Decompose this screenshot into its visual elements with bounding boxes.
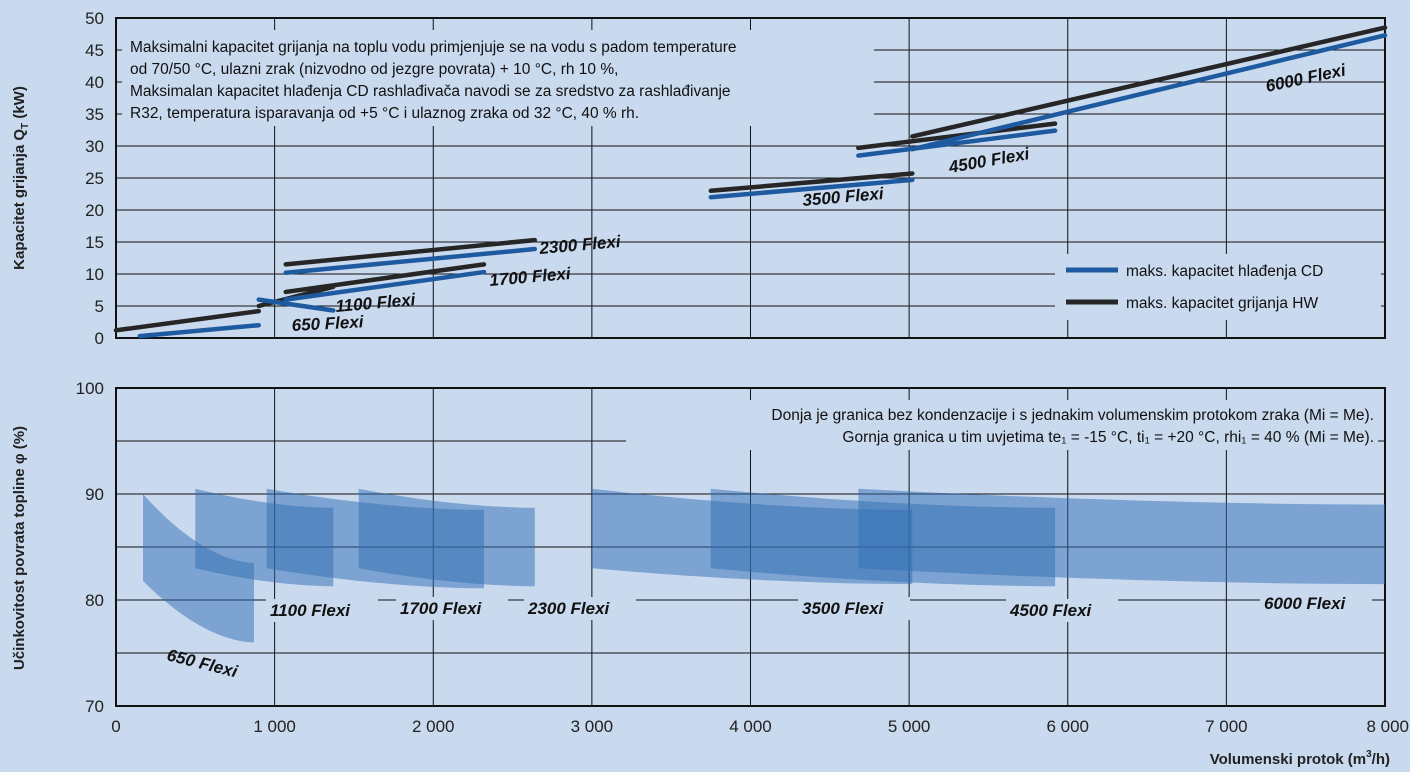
efficiency-model-label-1100-flexi: 1100 Flexi — [270, 601, 351, 620]
capacity-note-box — [122, 30, 874, 126]
capacity-y-tick-label: 15 — [85, 233, 104, 252]
legend-label: maks. kapacitet grijanja HW — [1126, 295, 1318, 312]
hw-line-650-flexi — [113, 308, 262, 333]
efficiency-y-tick-label: 70 — [85, 697, 104, 716]
capacity-note-line: Maksimalni kapacitet grijanja na toplu v… — [130, 39, 737, 56]
legend-box — [1055, 254, 1381, 320]
capacity-y-axis-subscript: T — [20, 123, 31, 129]
hw-line-2300-flexi — [283, 237, 538, 267]
efficiency-x-tick-label: 5 000 — [888, 717, 931, 736]
efficiency-label-backdrop — [798, 597, 910, 620]
hw-line-1700-flexi — [283, 262, 487, 295]
capacity-y-tick-label: 0 — [95, 329, 104, 348]
efficiency-model-label-6000-flexi: 6000 Flexi — [1264, 594, 1347, 613]
efficiency-x-tick-label: 6 000 — [1046, 717, 1089, 736]
capacity-note-line: od 70/50 °C, ulazni zrak (nizvodno od je… — [130, 61, 618, 78]
capacity-y-tick-label: 35 — [85, 105, 104, 124]
cd-line-1100-flexi — [256, 297, 336, 313]
efficiency-note-line: Donja je granica bez kondenzacije i s je… — [771, 407, 1374, 424]
efficiency-x-tick-label: 0 — [111, 717, 120, 736]
hw-line-3500-flexi — [708, 171, 915, 194]
cd-line-6000-flexi — [910, 33, 1388, 152]
efficiency-model-label-1700-flexi: 1700 Flexi — [400, 599, 483, 618]
capacity-y-tick-label: 40 — [85, 73, 104, 92]
efficiency-y-tick-label: 90 — [85, 485, 104, 504]
capacity-y-axis-label: Kapacitet grijanja QT (kW) — [11, 86, 31, 270]
efficiency-x-tick-label: 7 000 — [1205, 717, 1248, 736]
capacity-y-tick-label: 20 — [85, 201, 104, 220]
efficiency-band-2300-flexi — [358, 488, 535, 587]
efficiency-x-ticks: 0 1 000 2 000 3 000 4 000 5 000 6 000 7 000 8 00… — [111, 717, 1409, 736]
capacity-y-ticks: 0 5 10 15 20 25 30 35 40 45 50 — [85, 9, 104, 348]
efficiency-label-backdrop — [1006, 599, 1118, 622]
efficiency-model-label-3500-flexi: 3500 Flexi — [802, 599, 885, 618]
capacity-y-tick-label: 25 — [85, 169, 104, 188]
capacity-y-tick-label: 45 — [85, 41, 104, 60]
efficiency-y-axis-label: Učinkovitost povrata topline φ (%) — [11, 426, 28, 670]
hw-line-6000-flexi — [910, 25, 1388, 139]
capacity-chart: 0 5 10 15 20 25 30 35 40 45 50 Kapacitet grijanja … — [11, 9, 1388, 348]
capacity-model-label-650-flexi: 650 Flexi — [291, 312, 365, 335]
efficiency-x-tick-label: 2 000 — [412, 717, 455, 736]
efficiency-y-tick-label: 80 — [85, 591, 104, 610]
efficiency-note-box — [626, 400, 1378, 450]
cd-line-2300-flexi — [283, 246, 538, 275]
efficiency-bands — [143, 488, 1385, 643]
efficiency-x-tick-label: 1 000 — [253, 717, 296, 736]
efficiency-y-tick-label: 100 — [76, 379, 104, 398]
capacity-y-tick-label: 30 — [85, 137, 104, 156]
efficiency-label-backdrop — [266, 599, 378, 622]
efficiency-x-tick-label: 8 000 — [1366, 717, 1409, 736]
capacity-y-tick-label: 10 — [85, 265, 104, 284]
efficiency-model-label-2300-flexi: 2300 Flexi — [527, 599, 611, 618]
capacity-y-tick-label: 5 — [95, 297, 104, 316]
capacity-note-line: R32, temperatura isparavanja od +5 °C i … — [130, 105, 639, 122]
hw-line-4500-flexi — [856, 121, 1058, 151]
efficiency-x-axis-unit: /h) — [1372, 751, 1390, 768]
efficiency-chart: 70 80 90 100 0 1 000 2 000 3 000 4 000 5 000 6 00… — [11, 379, 1409, 768]
efficiency-label-backdrop — [396, 597, 508, 620]
capacity-y-axis-unit: (kW) — [11, 86, 28, 123]
capacity-lines — [113, 25, 1388, 339]
capacity-legend: maks. kapacitet hlađenja CD maks. kapacit… — [1055, 254, 1381, 320]
cd-line-1700-flexi — [283, 269, 487, 302]
efficiency-label-backdrop — [524, 597, 636, 620]
efficiency-y-ticks: 70 80 90 100 — [76, 379, 104, 716]
cd-line-650-flexi — [137, 322, 262, 339]
capacity-y-tick-label: 50 — [85, 9, 104, 28]
efficiency-model-label-4500-flexi: 4500 Flexi — [1009, 601, 1093, 620]
capacity-note-line: Maksimalan kapacitet hlađenja CD rashlađ… — [130, 83, 731, 100]
cd-line-3500-flexi — [708, 177, 915, 200]
efficiency-x-axis-label: Volumenski protok (m3/h) — [1210, 749, 1390, 768]
efficiency-x-axis-superscript: 3 — [1366, 749, 1372, 760]
efficiency-note-line: Gornja granica u tim uvjetima te₁ = -15 … — [842, 429, 1374, 446]
efficiency-label-backdrop — [1260, 592, 1372, 615]
capacity-note: Maksimalni kapacitet grijanja na toplu v… — [122, 30, 874, 126]
legend-label: maks. kapacitet hlađenja CD — [1126, 263, 1323, 280]
efficiency-x-tick-label: 3 000 — [571, 717, 614, 736]
efficiency-band-6000-flexi — [858, 488, 1385, 585]
efficiency-note: Donja je granica bez kondenzacije i s je… — [626, 400, 1378, 450]
efficiency-x-tick-label: 4 000 — [729, 717, 772, 736]
cd-line-4500-flexi — [856, 128, 1058, 158]
